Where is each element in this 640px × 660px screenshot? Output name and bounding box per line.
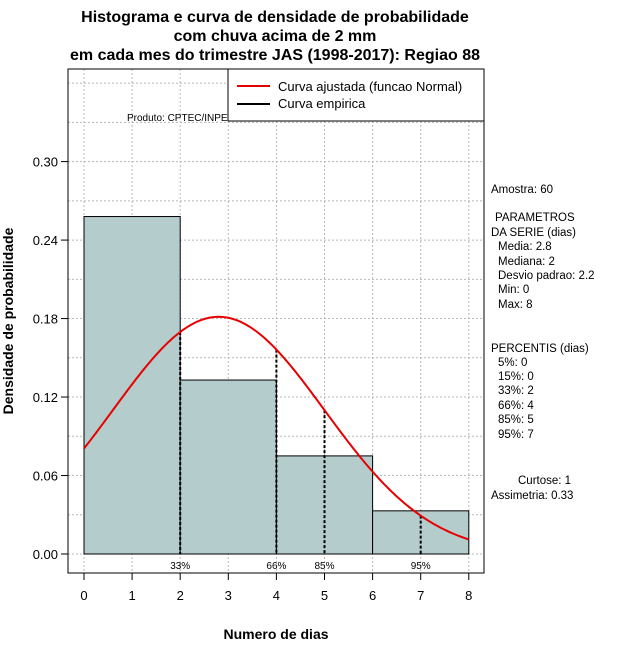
y-tick-label-0: 0.00 bbox=[33, 547, 58, 562]
chart-title-line-1: Histograma e curva de densidade de proba… bbox=[81, 9, 469, 26]
percentil-66: 66%: 4 bbox=[498, 400, 534, 412]
chart-title-line-2: com chuva acima de 2 mm bbox=[174, 28, 377, 45]
legend-fitted-label: Curva ajustada (funcao Normal) bbox=[278, 79, 462, 94]
x-tick-label-2: 2 bbox=[177, 588, 184, 603]
y-tick-label-5: 0.30 bbox=[33, 155, 58, 170]
percentil-33: 33%: 2 bbox=[498, 385, 534, 397]
y-axis-label: Densidade de probabilidade bbox=[0, 227, 16, 414]
percentil-85: 85%: 5 bbox=[498, 414, 534, 426]
params-title-1: PARAMETROS bbox=[495, 212, 575, 224]
param-max: Max: 8 bbox=[498, 299, 533, 311]
param-min: Min: 0 bbox=[498, 284, 529, 296]
stat-amostra: Amostra: 60 bbox=[491, 184, 553, 196]
x-tick-label-1: 1 bbox=[128, 588, 135, 603]
percentile-label-0: 33% bbox=[170, 561, 190, 572]
source-label: Produto: CPTEC/INPE bbox=[127, 113, 228, 124]
y-tick-label-4: 0.24 bbox=[33, 233, 58, 248]
legend-box bbox=[227, 68, 485, 122]
param-desvio: Desvio padrao: 2.2 bbox=[498, 270, 595, 282]
percentile-label-1: 66% bbox=[266, 561, 286, 572]
percentil-15: 15%: 0 bbox=[498, 371, 534, 383]
percentile-label-2: 85% bbox=[314, 561, 334, 572]
param-mediana: Mediana: 2 bbox=[498, 256, 555, 268]
x-axis-label: Numero de dias bbox=[223, 626, 328, 642]
chart-title-line-3: em cada mes do trimestre JAS (1998-2017)… bbox=[70, 47, 480, 64]
stat-curtose: Curtose: 1 bbox=[518, 475, 571, 487]
param-media: Media: 2.8 bbox=[498, 241, 552, 253]
y-tick-label-2: 0.12 bbox=[33, 390, 58, 405]
percentis-title: PERCENTIS (dias) bbox=[491, 343, 589, 355]
axes: 0 1 2 3 4 5 6 7 8 0.00 0.06 0.12 0.18 0.24 0.30 bbox=[33, 155, 473, 603]
params-title-2: DA SERIE (dias) bbox=[491, 227, 576, 239]
y-tick-label-3: 0.18 bbox=[33, 312, 58, 327]
histogram-bars bbox=[83, 216, 470, 555]
x-tick-label-6: 6 bbox=[369, 588, 376, 603]
percentile-label-3: 95% bbox=[411, 561, 431, 572]
x-tick-label-0: 0 bbox=[80, 588, 87, 603]
x-tick-label-5: 5 bbox=[321, 588, 328, 603]
percentil-95: 95%: 7 bbox=[498, 429, 534, 441]
x-tick-label-8: 8 bbox=[465, 588, 472, 603]
x-tick-label-4: 4 bbox=[273, 588, 280, 603]
percentile-markers: 33% 66% 85% 95% bbox=[170, 331, 431, 572]
fitted-curve-line bbox=[83, 315, 470, 541]
fitted-curve-layer bbox=[83, 315, 470, 541]
x-tick-label-7: 7 bbox=[417, 588, 424, 603]
histogram-bar-1 bbox=[179, 379, 277, 555]
x-tick-label-3: 3 bbox=[225, 588, 232, 603]
legend: Curva ajustada (funcao Normal) Curva emp… bbox=[227, 68, 485, 122]
legend-empirical-label: Curva empirica bbox=[278, 96, 366, 111]
y-tick-label-1: 0.06 bbox=[33, 469, 58, 484]
stats-panel: Amostra: 60 PARAMETROS DA SERIE (dias) M… bbox=[491, 184, 595, 502]
percentil-5: 5%: 0 bbox=[498, 357, 527, 369]
stat-assimetria: Assimetria: 0.33 bbox=[491, 490, 573, 502]
